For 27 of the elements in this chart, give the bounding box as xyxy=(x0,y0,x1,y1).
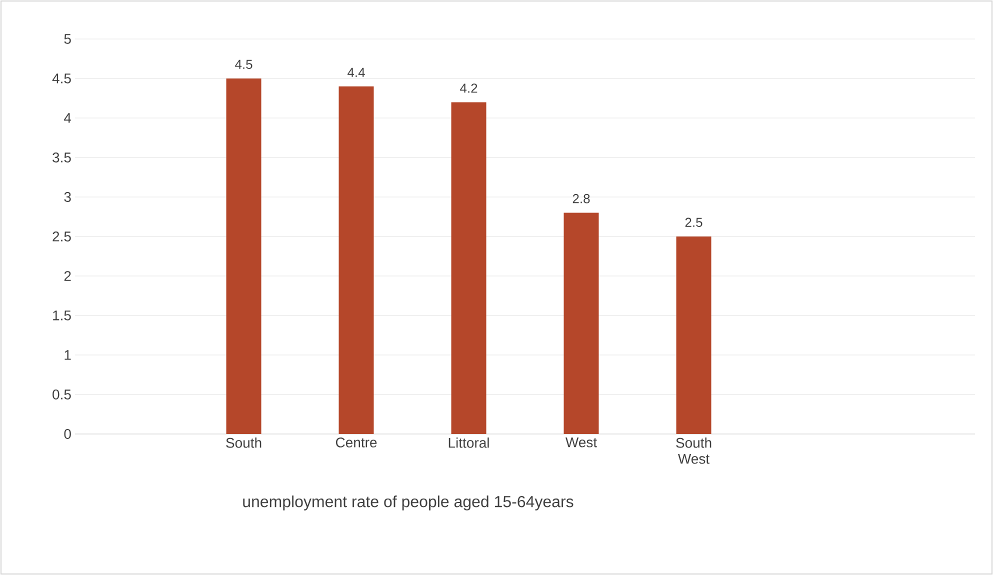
y-tick-label: 3 xyxy=(64,192,71,202)
data-label: 2.8 xyxy=(572,194,590,204)
y-tick-label: 2 xyxy=(64,271,71,281)
y-tick-label: 0.5 xyxy=(52,390,71,400)
y-tick-label: 1.5 xyxy=(53,310,71,320)
bar xyxy=(451,102,486,434)
data-label: 4.4 xyxy=(348,68,365,77)
bar xyxy=(226,78,262,434)
x-tick-label: South West xyxy=(676,438,712,464)
x-axis-title: unemployment rate of people aged 15-64years xyxy=(243,496,574,510)
x-tick-label: Centre xyxy=(336,438,377,448)
bar xyxy=(564,212,599,434)
y-tick-label: 4 xyxy=(64,113,72,123)
y-tick-label: 0 xyxy=(64,429,71,439)
y-tick-label: 2.5 xyxy=(52,232,71,242)
data-label: 2.5 xyxy=(685,218,702,227)
y-tick-label: 1 xyxy=(64,350,71,360)
bar xyxy=(338,86,374,434)
y-tick-label: 3.5 xyxy=(52,152,71,162)
data-label: 4.5 xyxy=(235,60,252,69)
bar xyxy=(676,236,712,434)
x-tick-label: Littoral xyxy=(448,438,489,448)
y-tick-label: 4.5 xyxy=(52,74,71,84)
data-label: 4.2 xyxy=(460,84,478,93)
x-tick-label: South xyxy=(226,438,262,448)
y-tick-label: 5 xyxy=(64,34,71,44)
x-tick-label: West xyxy=(566,438,597,448)
